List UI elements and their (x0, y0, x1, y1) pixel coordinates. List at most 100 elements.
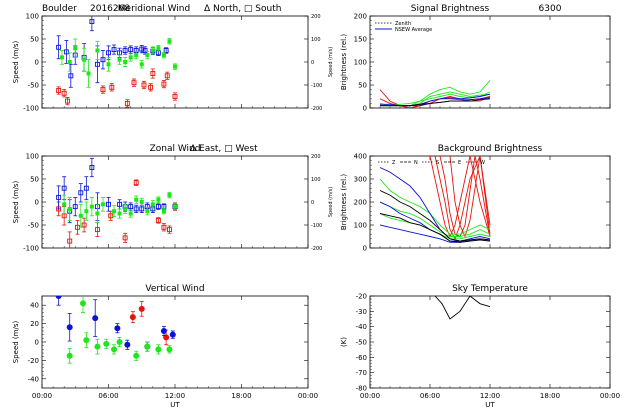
data-point (148, 84, 154, 90)
data-point (150, 71, 156, 76)
data-point (169, 331, 176, 338)
y-tick-label: -100 (23, 105, 39, 113)
y-tick-label: -100 (23, 245, 39, 253)
data-point (167, 193, 172, 198)
y-tick-label: -50 (28, 82, 39, 90)
y-tick-label: 400 (354, 153, 367, 161)
series-line (434, 296, 491, 320)
y2-tick-label: 100 (311, 37, 321, 43)
data-point (109, 84, 115, 90)
x-tick-label: 06:00 (420, 392, 440, 400)
y2-tick-label: 200 (311, 154, 321, 160)
data-point (122, 48, 128, 53)
data-point (100, 87, 106, 93)
data-point (55, 296, 62, 299)
data-point (139, 46, 145, 52)
y-axis-label: Speed (m/s) (12, 321, 20, 364)
data-point (63, 49, 69, 55)
y-tick-label: 40 (30, 302, 39, 310)
site-label: Boulder (42, 4, 77, 14)
data-point (122, 235, 128, 241)
data-point (139, 200, 144, 204)
data-point (123, 206, 128, 211)
data-point (117, 211, 122, 216)
y-axis-label: Speed (m/s) (12, 41, 20, 84)
data-point (62, 202, 67, 207)
data-point (94, 343, 101, 350)
x-tick-label: 18:00 (231, 392, 251, 400)
data-point (145, 209, 150, 214)
data-point (134, 197, 139, 202)
data-point (161, 224, 167, 230)
y-axis-label: (K) (340, 337, 348, 347)
data-point (106, 201, 111, 207)
data-point (112, 209, 117, 214)
data-point (100, 202, 105, 207)
data-point (61, 90, 67, 96)
data-point (82, 57, 87, 62)
data-point (139, 206, 145, 212)
data-point (161, 209, 166, 214)
x-tick-label: 00:00 (298, 392, 318, 400)
data-point (133, 180, 139, 186)
data-point (164, 73, 170, 79)
legend-letter: E (458, 160, 461, 166)
data-point (117, 57, 122, 62)
data-point (111, 47, 117, 53)
y-tick-label: 200 (354, 199, 367, 207)
data-point (65, 98, 70, 104)
series-line (429, 156, 491, 238)
data-point (161, 53, 166, 58)
data-point (72, 204, 78, 210)
y-tick-label: 50 (30, 36, 39, 44)
data-point (67, 206, 72, 211)
data-point (128, 47, 134, 53)
x-tick-label: 00:00 (360, 392, 380, 400)
charts-root: Meridional Wind Δ North, □ South -100 -50 0 5… (12, 4, 620, 409)
data-point (67, 238, 73, 244)
data-point (128, 204, 134, 210)
y-tick-label: -70 (356, 369, 367, 377)
data-point (150, 48, 155, 53)
data-point (108, 213, 114, 219)
data-point (66, 324, 73, 331)
y-tick-label: 50 (358, 82, 367, 90)
chart-legend-text: Δ North, □ South (204, 4, 281, 14)
y2-tick-label: 100 (311, 177, 321, 183)
data-point (103, 340, 110, 347)
data-point (145, 53, 150, 58)
data-point (166, 346, 173, 353)
y-tick-label: 150 (354, 36, 367, 44)
y2-tick-label: -200 (311, 246, 322, 252)
legend-letter: W (480, 160, 485, 166)
y-tick-label: 100 (354, 59, 367, 67)
legend-letter: N (414, 160, 418, 166)
y-tick-label: 0 (35, 199, 39, 207)
data-point (106, 50, 111, 56)
data-point (142, 48, 148, 53)
y-axis-label: Brightness (rel.) (340, 34, 348, 90)
legend-letter: Z (392, 160, 396, 166)
y2-tick-label: -200 (311, 106, 322, 112)
data-point (73, 46, 78, 51)
data-point (156, 46, 161, 51)
data-point (128, 55, 133, 60)
data-point (133, 206, 139, 212)
data-point (155, 204, 161, 210)
chart-title: Vertical Wind (145, 284, 204, 294)
chart-title: Sky Temperature (452, 284, 528, 294)
chart-title: Zonal Wind (150, 144, 201, 154)
data-point (155, 217, 161, 223)
x-tick-label: 18:00 (540, 392, 560, 400)
series-line (379, 190, 491, 242)
plot-area (379, 80, 491, 108)
y-axis-label: Speed (m/s) (12, 181, 20, 224)
x-tick-label: 00:00 (32, 392, 52, 400)
chart-title-wavelength: 6300 (539, 4, 562, 14)
chart-meridional: Meridional Wind Δ North, □ South -100 -50 0 5… (12, 4, 334, 113)
y-tick-label: -50 (356, 339, 367, 347)
chart-background: Background Brightness 0 100 200 300 400 Bright… (340, 144, 611, 253)
x-tick-label: 06:00 (98, 392, 118, 400)
